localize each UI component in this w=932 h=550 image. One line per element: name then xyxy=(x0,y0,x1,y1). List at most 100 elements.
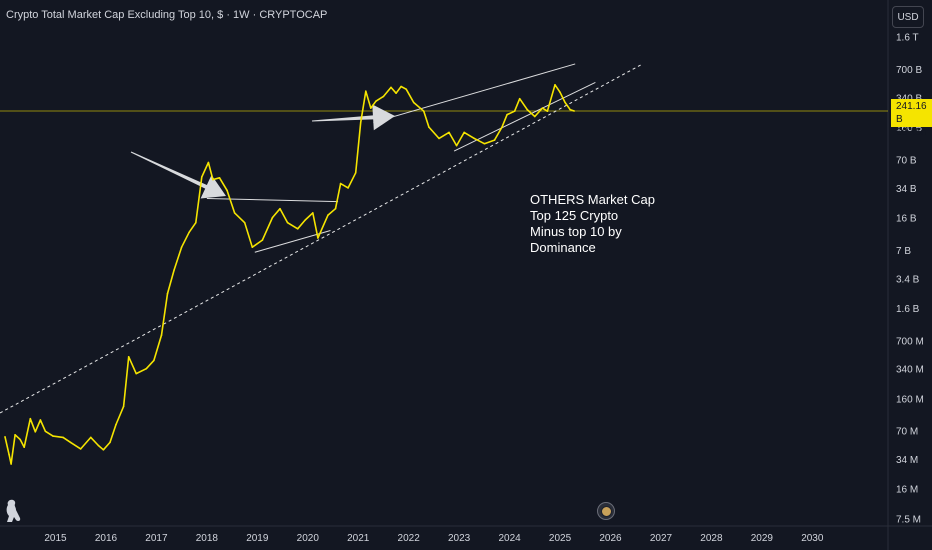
bar-countdown: 6d 15h xyxy=(896,127,927,138)
y-tick-label: 160 M xyxy=(896,394,924,405)
data-point xyxy=(375,100,377,102)
data-point xyxy=(69,441,72,444)
y-tick-label: 70 B xyxy=(896,156,917,167)
data-point xyxy=(243,221,246,224)
data-point xyxy=(19,438,22,441)
y-tick-label: 7.5 M xyxy=(896,514,921,525)
symbol-title: Crypto Total Market Cap Excluding Top 10… xyxy=(6,9,328,21)
x-tick-label: 2025 xyxy=(549,533,572,544)
data-point xyxy=(493,139,496,141)
data-point xyxy=(195,221,197,224)
data-point xyxy=(304,219,307,221)
x-tick-label: 2027 xyxy=(650,533,673,544)
data-point xyxy=(423,110,425,112)
current-price-tag: 241.16 B 6d 15h xyxy=(891,99,932,138)
y-tick-label: 3.4 B xyxy=(896,274,920,285)
data-point xyxy=(395,92,397,94)
x-tick-label: 2015 xyxy=(44,533,67,544)
data-point xyxy=(428,126,430,128)
data-point xyxy=(448,131,450,134)
data-point xyxy=(102,449,105,451)
y-tick-label: 1.6 B xyxy=(896,304,920,315)
data-point xyxy=(97,444,100,447)
data-point xyxy=(44,430,47,433)
data-point xyxy=(153,359,155,362)
current-price-value: 241.16 B xyxy=(896,101,927,125)
y-tick-label: 16 M xyxy=(896,485,918,496)
x-tick-label: 2026 xyxy=(599,533,622,544)
x-tick-label: 2018 xyxy=(196,533,219,544)
y-tick-label: 70 M xyxy=(896,427,918,438)
data-point xyxy=(317,237,319,239)
data-point xyxy=(518,97,521,100)
data-point xyxy=(473,137,476,140)
data-point xyxy=(354,172,357,174)
data-point xyxy=(180,246,183,248)
long-term-trendline xyxy=(0,64,642,414)
data-point xyxy=(271,216,274,219)
data-point xyxy=(463,131,466,134)
data-point xyxy=(4,436,6,438)
event-icon-inner xyxy=(600,505,612,517)
data-point xyxy=(79,448,82,450)
x-tick-label: 2020 xyxy=(297,533,320,544)
y-tick-label: 160 B xyxy=(896,123,922,134)
data-point xyxy=(405,88,408,90)
data-point xyxy=(339,182,342,185)
data-point xyxy=(218,177,221,179)
x-tick-label: 2016 xyxy=(95,533,118,544)
data-point xyxy=(564,101,566,104)
data-point xyxy=(212,178,214,181)
data-point xyxy=(359,121,362,124)
data-point xyxy=(233,212,236,214)
data-point xyxy=(135,372,137,375)
data-point xyxy=(501,126,503,128)
data-point xyxy=(526,108,528,111)
x-tick-label: 2021 xyxy=(347,533,370,544)
data-point xyxy=(160,334,163,336)
data-point xyxy=(370,107,372,109)
x-tick-label: 2024 xyxy=(498,533,521,544)
data-point xyxy=(347,187,349,189)
data-point xyxy=(29,417,32,420)
data-point xyxy=(286,221,289,224)
x-tick-label: 2019 xyxy=(246,533,269,544)
y-tick-label: 700 B xyxy=(896,65,922,76)
data-point xyxy=(90,436,92,439)
data-point xyxy=(455,144,458,147)
data-point xyxy=(188,231,190,233)
data-point xyxy=(312,212,314,214)
data-point xyxy=(438,137,440,140)
data-point xyxy=(327,214,329,216)
data-point xyxy=(201,176,203,178)
data-point xyxy=(382,95,385,98)
data-point xyxy=(14,434,16,436)
channel-trendline xyxy=(206,197,339,203)
data-point xyxy=(145,367,148,370)
earnings-event-icon[interactable] xyxy=(597,502,615,520)
chart-annotation-text[interactable]: OTHERS Market Cap Top 125 Crypto Minus t… xyxy=(530,192,655,255)
x-tick-label: 2017 xyxy=(145,533,168,544)
data-point xyxy=(569,108,571,111)
data-point xyxy=(39,419,42,421)
data-point xyxy=(546,110,549,112)
pointer-arrow xyxy=(311,104,395,131)
y-tick-label: 16 B xyxy=(896,214,917,225)
data-point xyxy=(10,463,12,465)
data-point xyxy=(166,292,169,295)
data-point xyxy=(8,453,10,456)
data-point xyxy=(173,269,175,271)
data-point xyxy=(226,189,228,192)
data-point xyxy=(127,356,130,358)
data-point xyxy=(261,239,264,241)
data-point xyxy=(62,436,64,439)
data-point xyxy=(207,161,210,164)
data-point xyxy=(365,90,367,92)
data-point xyxy=(534,115,536,118)
currency-button[interactable]: USD xyxy=(892,6,924,28)
data-point xyxy=(23,446,26,449)
data-point xyxy=(34,431,37,433)
tradingview-dino-icon[interactable] xyxy=(4,498,22,524)
data-point xyxy=(412,101,415,104)
